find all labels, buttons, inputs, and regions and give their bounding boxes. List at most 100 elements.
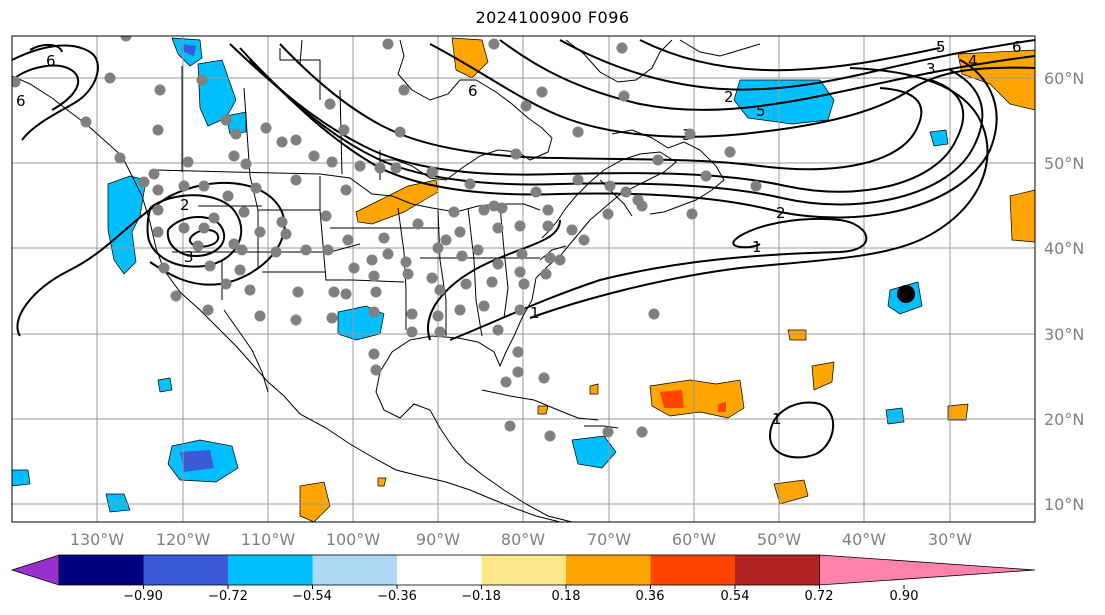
station-dot [152, 184, 164, 196]
station-dot [104, 72, 116, 84]
station-dot [80, 116, 92, 128]
colorbar-tick-label: −0.36 [377, 589, 417, 604]
lon-label: 70°W [587, 530, 631, 549]
station-dot [204, 260, 216, 272]
station-dot [366, 254, 378, 266]
contours [12, 39, 1035, 459]
colorbar-tick-label: 0.72 [805, 589, 834, 604]
colorbar-extend-high [819, 554, 1036, 586]
station-dot [340, 288, 352, 300]
station-dot [454, 304, 466, 316]
station-dot [234, 264, 246, 276]
station-dot [368, 348, 380, 360]
station-dot [500, 376, 512, 388]
station-dot [152, 124, 164, 136]
coastlines [12, 39, 761, 522]
station-dot [12, 76, 21, 88]
station-dot [338, 124, 350, 136]
station-dot [478, 204, 490, 216]
colorbar-segment [650, 555, 736, 585]
lon-label: 110°W [241, 530, 296, 549]
contour-label: 3 [184, 248, 194, 266]
colorbar-tick-label: 0.36 [636, 589, 665, 604]
station-dot [412, 218, 424, 230]
station-dot [240, 158, 252, 170]
station-dot [492, 258, 504, 270]
lat-label: 60°N [1044, 69, 1084, 88]
lat-label: 50°N [1044, 154, 1084, 173]
graticule [12, 36, 1035, 522]
station-dot [488, 38, 500, 50]
station-dot [536, 86, 548, 98]
station-dot [512, 346, 524, 358]
station-markers [12, 36, 762, 442]
lon-label: 60°W [672, 530, 716, 549]
lon-label: 130°W [70, 530, 125, 549]
station-dot [514, 220, 526, 232]
lon-label: 120°W [156, 530, 211, 549]
colorbar-tick-label: −0.54 [292, 589, 332, 604]
station-dot [648, 308, 660, 320]
station-dot [320, 210, 332, 222]
station-dot [618, 90, 630, 102]
station-dot [348, 262, 360, 274]
colorbar-tick-label: −0.72 [208, 589, 248, 604]
station-dot [426, 272, 438, 284]
station-dot [290, 174, 302, 186]
station-dot [454, 226, 466, 238]
colorbar-segment [735, 555, 820, 585]
station-dot [326, 156, 338, 168]
contour-label: 1 [752, 238, 762, 256]
colorbar-tick-label: −0.90 [123, 589, 163, 604]
station-dot [636, 200, 648, 212]
station-dot [456, 250, 468, 262]
station-dot [382, 248, 394, 260]
station-dot [510, 148, 522, 160]
station-dot [230, 128, 242, 140]
lon-label: 100°W [326, 530, 381, 549]
station-dot [220, 278, 232, 290]
station-dot [228, 150, 240, 162]
station-dot [512, 366, 524, 378]
station-dot [394, 126, 406, 138]
station-dot [236, 244, 248, 256]
lat-label: 40°N [1044, 239, 1084, 258]
station-dot [434, 284, 446, 296]
station-dot [276, 216, 288, 228]
colorbar-segment [59, 555, 144, 585]
station-dot [434, 326, 446, 338]
colorbar-tick-label: 0.54 [721, 589, 750, 604]
station-dot [700, 170, 712, 182]
station-dot [270, 246, 282, 258]
station-dot [196, 74, 208, 86]
station-dot [398, 84, 410, 96]
station-dot [566, 224, 578, 236]
station-dot [198, 180, 210, 192]
contour-label: 6 [46, 52, 56, 70]
lon-label: 30°W [928, 530, 972, 549]
colorbar-segment [143, 555, 229, 585]
station-dot [684, 128, 696, 140]
station-dot [368, 270, 380, 282]
station-dot [400, 256, 412, 268]
contour-label: 1 [772, 410, 782, 428]
station-dot [120, 36, 132, 42]
station-dot [620, 186, 632, 198]
colorbar-tick-label: −0.18 [461, 589, 501, 604]
station-dot [378, 232, 390, 244]
station-dot [542, 204, 554, 216]
station-dot [514, 266, 526, 278]
station-dot [250, 182, 262, 194]
station-dot [148, 168, 160, 180]
colorbar-frame [58, 554, 820, 586]
station-dot [280, 228, 292, 240]
contour-label: 6 [468, 82, 478, 100]
station-dot [602, 426, 614, 438]
lat-label: 30°N [1044, 325, 1084, 344]
station-dot [516, 248, 528, 260]
station-dot [616, 42, 628, 54]
station-dot [202, 304, 214, 316]
station-dot [432, 310, 444, 322]
contour-label: 5 [936, 38, 946, 56]
station-dot [152, 204, 164, 216]
